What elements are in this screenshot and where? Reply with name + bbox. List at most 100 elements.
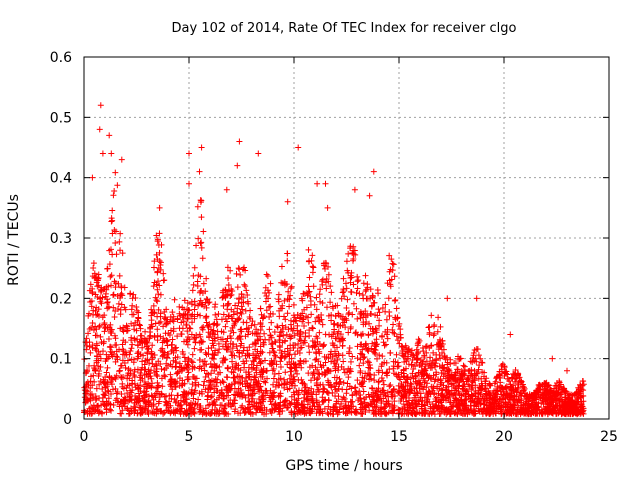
- data-point: [343, 410, 350, 417]
- data-point: [114, 356, 121, 363]
- data-point: [296, 315, 303, 322]
- data-point: [310, 264, 317, 271]
- data-point: [108, 282, 115, 289]
- data-point: [430, 391, 437, 398]
- data-point: [481, 398, 488, 405]
- data-point: [288, 399, 295, 406]
- data-point: [328, 358, 335, 365]
- data-point: [241, 281, 248, 288]
- data-point: [438, 370, 445, 377]
- data-point: [154, 373, 161, 380]
- data-point: [149, 342, 156, 349]
- data-point: [112, 335, 119, 342]
- data-point: [286, 364, 293, 371]
- data-point: [109, 230, 116, 237]
- data-point: [465, 391, 472, 398]
- data-point: [217, 379, 224, 386]
- y-tick-label: 0.2: [50, 291, 72, 307]
- data-point: [117, 311, 124, 318]
- data-point: [390, 386, 397, 393]
- data-point: [390, 261, 397, 268]
- data-point: [447, 399, 454, 406]
- data-point: [249, 403, 256, 410]
- data-point: [511, 393, 518, 400]
- data-point: [421, 354, 428, 361]
- data-point: [322, 259, 329, 266]
- data-point: [141, 379, 148, 386]
- data-point: [117, 247, 124, 254]
- data-point: [271, 328, 278, 335]
- data-point: [255, 150, 262, 157]
- data-point: [106, 406, 113, 413]
- x-tick-label: 10: [285, 429, 303, 445]
- data-point: [104, 299, 111, 306]
- data-point: [104, 364, 111, 371]
- data-point: [391, 330, 398, 337]
- data-point: [367, 371, 374, 378]
- data-point: [194, 203, 201, 210]
- data-point: [174, 370, 181, 377]
- data-point: [185, 390, 192, 397]
- data-point: [150, 396, 157, 403]
- data-point: [86, 310, 93, 317]
- data-point: [416, 380, 423, 387]
- data-point: [511, 378, 518, 385]
- data-point: [190, 272, 197, 279]
- data-point: [215, 394, 222, 401]
- x-tick-label: 0: [80, 429, 89, 445]
- data-point: [384, 400, 391, 407]
- data-point: [307, 377, 314, 384]
- data-point: [420, 348, 427, 355]
- data-point: [543, 382, 550, 389]
- data-point: [243, 374, 250, 381]
- data-point: [469, 392, 476, 399]
- data-point: [108, 272, 115, 279]
- data-point: [109, 251, 116, 258]
- data-point: [175, 392, 182, 399]
- data-point: [309, 263, 316, 270]
- data-point: [277, 329, 284, 336]
- data-point: [151, 333, 158, 340]
- data-point: [288, 361, 295, 368]
- data-point: [454, 366, 461, 373]
- data-point: [187, 402, 194, 409]
- data-point: [145, 345, 152, 352]
- data-point: [546, 406, 553, 413]
- data-point: [403, 344, 410, 351]
- data-point: [359, 374, 366, 381]
- data-point: [230, 400, 237, 407]
- data-point: [366, 192, 373, 199]
- data-point: [507, 409, 514, 416]
- data-point: [502, 399, 509, 406]
- data-point: [468, 406, 475, 413]
- data-point: [129, 387, 136, 394]
- data-point: [203, 313, 210, 320]
- data-point: [420, 386, 427, 393]
- data-point: [397, 326, 404, 333]
- data-point: [301, 322, 308, 329]
- data-point: [151, 369, 158, 376]
- data-point: [97, 378, 104, 385]
- data-point: [201, 362, 208, 369]
- data-point: [230, 369, 237, 376]
- data-point: [267, 332, 274, 339]
- data-point: [324, 367, 331, 374]
- data-point: [359, 346, 366, 353]
- data-point: [111, 313, 118, 320]
- data-point: [249, 395, 256, 402]
- data-point: [222, 409, 229, 416]
- data-point: [283, 331, 290, 338]
- data-point: [506, 396, 513, 403]
- data-point: [401, 410, 408, 417]
- data-point: [118, 374, 125, 381]
- data-point: [503, 385, 510, 392]
- data-point: [192, 382, 199, 389]
- data-point: [239, 306, 246, 313]
- data-point: [513, 388, 520, 395]
- data-point: [218, 316, 225, 323]
- data-point: [98, 409, 105, 416]
- data-point: [224, 364, 231, 371]
- data-point: [130, 291, 137, 298]
- data-point: [473, 358, 480, 365]
- data-point: [347, 288, 354, 295]
